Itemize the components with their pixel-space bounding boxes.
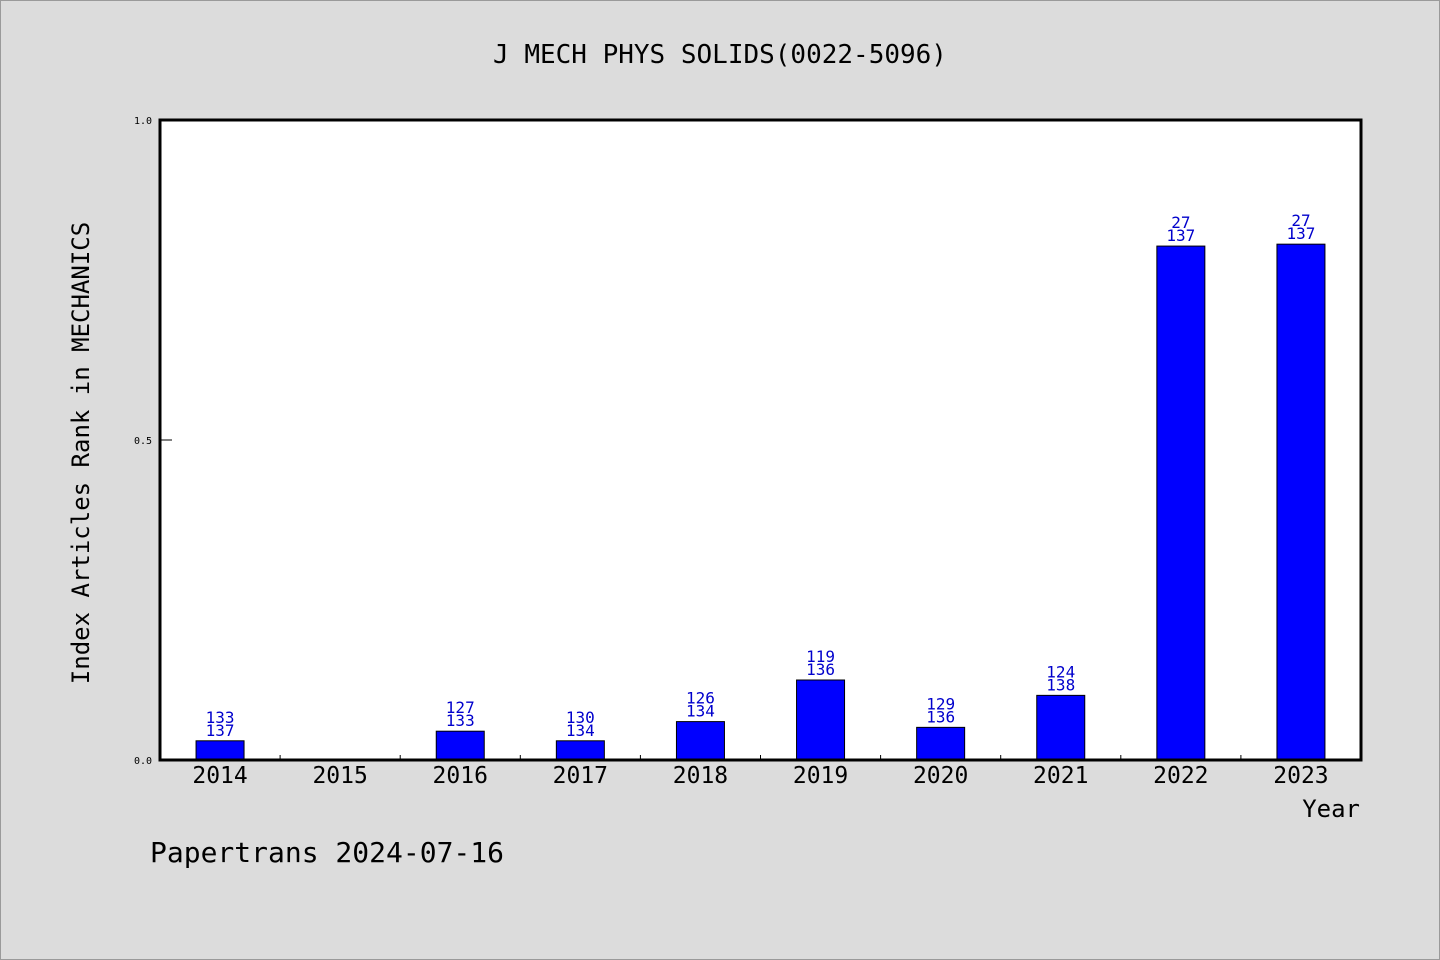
bar-label-rank: 124	[1046, 662, 1075, 681]
bar-2014	[195, 740, 245, 761]
x-axis-label: Year	[1302, 795, 1360, 823]
bar-label-rank: 126	[686, 689, 715, 708]
bar-label-rank: 27	[1291, 211, 1310, 230]
bar-2017	[555, 740, 605, 761]
y-tick-label: 1.0	[134, 116, 152, 127]
bar-2023	[1276, 243, 1326, 761]
x-tick-label: 2022	[1153, 763, 1208, 789]
bar-2020	[916, 726, 966, 761]
x-tick-label: 2020	[913, 763, 968, 789]
bar-label-rank: 119	[806, 647, 835, 666]
bar-label-rank: 130	[566, 708, 595, 727]
plot-border	[158, 118, 1363, 762]
bar-label-total: 137	[1166, 226, 1195, 245]
x-tick-label: 2023	[1273, 763, 1328, 789]
bar-label-total: 133	[446, 711, 475, 730]
bar-2019	[796, 679, 846, 761]
x-tick-label: 2018	[673, 763, 728, 789]
y-tick-label: 0.5	[134, 436, 152, 447]
bar-label-total: 138	[1046, 675, 1075, 694]
x-tick-label: 2016	[433, 763, 488, 789]
x-ticks-group: 2014 2015 2016 2017 2018 2019 2020 2021 2022 2023	[192, 755, 1329, 789]
bar-label-rank: 133	[206, 708, 235, 727]
y-tick-label: 0.0	[134, 756, 152, 767]
bar-label-total: 134	[566, 721, 595, 740]
x-tick-label: 2014	[192, 763, 247, 789]
bar-label-total: 136	[806, 660, 835, 679]
bar-label-rank: 129	[926, 694, 955, 713]
x-tick-label: 2019	[793, 763, 848, 789]
bar-label-rank: 27	[1171, 213, 1190, 232]
bar-2022	[1156, 245, 1206, 761]
bar-label-rank: 127	[446, 698, 475, 717]
bar-label-total: 137	[206, 721, 235, 740]
bar-2016	[435, 730, 485, 761]
bar-label-total: 134	[686, 702, 715, 721]
bar-2018	[675, 721, 725, 761]
bar-label-total: 136	[926, 707, 955, 726]
x-tick-label: 2015	[312, 763, 367, 789]
y-axis-label: Index Articles Rank in MECHANICS	[67, 222, 95, 684]
bar-2021	[1036, 694, 1086, 761]
bar-label-total: 137	[1286, 224, 1315, 243]
x-tick-label: 2021	[1033, 763, 1088, 789]
footer-credit: Papertrans 2024-07-16	[150, 836, 504, 869]
chart-title: J MECH PHYS SOLIDS(0022-5096)	[493, 40, 947, 70]
x-tick-label: 2017	[553, 763, 608, 789]
